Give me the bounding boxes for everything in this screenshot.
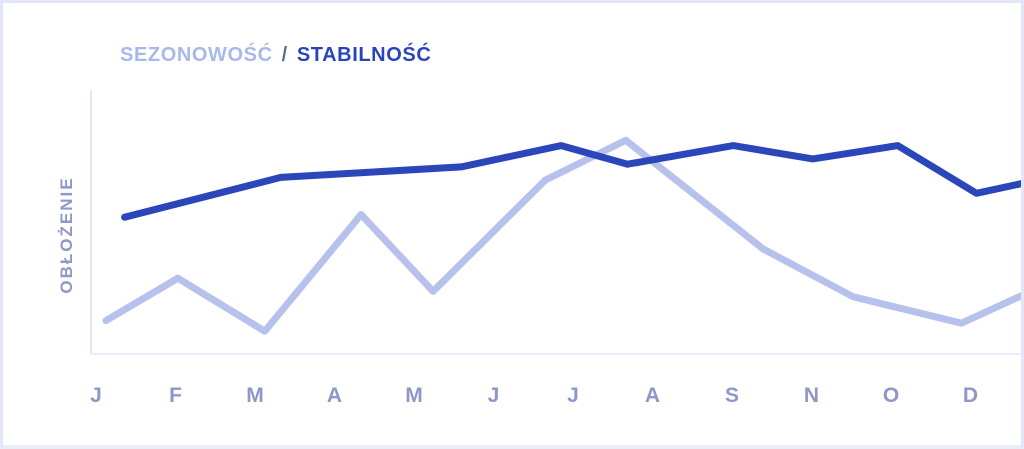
chart-title: SEZONOWOŚĆ / STABILNOŚĆ (120, 44, 431, 67)
title-stability-label: STABILNOŚĆ (296, 44, 432, 66)
line-chart-plot-area (90, 90, 1021, 355)
x-tick-label-0: J (90, 384, 102, 407)
y-axis-label: OBŁOŻENIE (57, 176, 76, 294)
x-tick-label-9: N (803, 384, 820, 407)
seasonal-line (102, 136, 1021, 335)
title-separator: / (281, 44, 288, 66)
x-tick-label-2: M (246, 384, 264, 407)
stability-line (121, 142, 1021, 221)
x-tick-label-8: S (724, 384, 740, 407)
x-tick-label-11: D (962, 384, 979, 407)
chart-canvas (102, 136, 1021, 335)
x-tick-label-4: M (405, 384, 423, 407)
x-tick-label-7: A (644, 384, 661, 407)
y-axis-line (90, 90, 92, 355)
x-tick-label-5: J (487, 384, 500, 407)
x-tick-label-1: F (169, 384, 182, 407)
x-tick-label-6: J (567, 384, 579, 407)
x-axis-line (90, 353, 1021, 355)
title-seasonal-label: SEZONOWOŚĆ (120, 44, 273, 66)
x-tick-label-3: A (326, 384, 343, 407)
x-tick-label-10: O (882, 384, 900, 407)
